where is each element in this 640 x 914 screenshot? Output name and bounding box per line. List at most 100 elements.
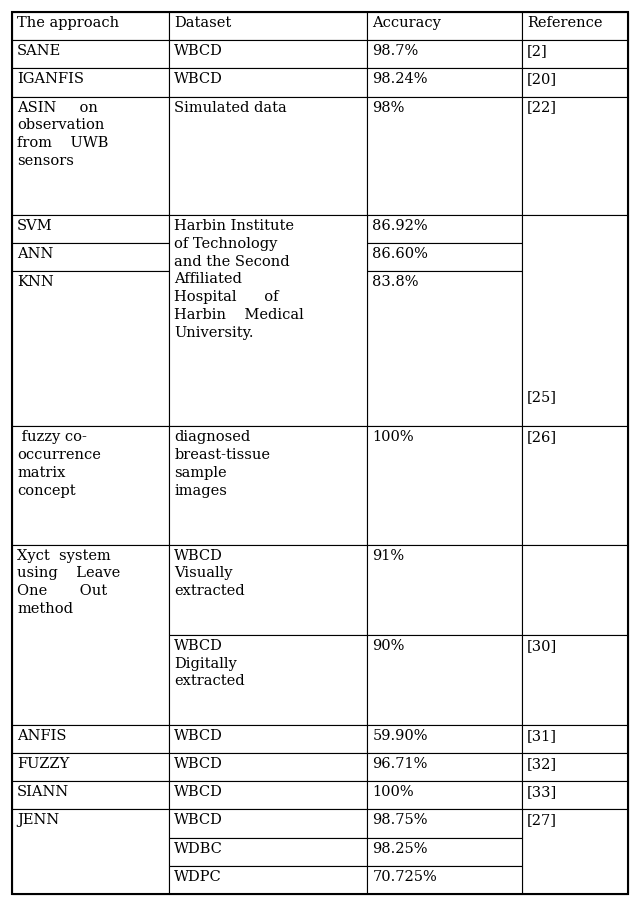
Text: 98.24%: 98.24% (372, 72, 428, 86)
Bar (367, 215, 522, 243)
Bar (367, 243, 522, 271)
Bar (170, 215, 367, 426)
Bar (522, 69, 628, 97)
Bar (170, 866, 367, 894)
Bar (367, 810, 522, 837)
Text: IGANFIS: IGANFIS (17, 72, 84, 86)
Text: fuzzy co-
occurrence
matrix
concept: fuzzy co- occurrence matrix concept (17, 430, 101, 498)
Text: Dataset: Dataset (174, 16, 232, 30)
Text: [20]: [20] (527, 72, 557, 86)
Bar (170, 97, 367, 215)
Bar (367, 97, 522, 215)
Text: 59.90%: 59.90% (372, 729, 428, 743)
Text: WDBC: WDBC (174, 842, 223, 856)
Text: The approach: The approach (17, 16, 119, 30)
Text: WBCD: WBCD (174, 729, 223, 743)
Bar (367, 866, 522, 894)
Text: WBCD: WBCD (174, 757, 223, 771)
Text: FUZZY: FUZZY (17, 757, 69, 771)
Bar (170, 426, 367, 545)
Text: [31]: [31] (527, 729, 557, 743)
Bar (367, 40, 522, 69)
Text: 100%: 100% (372, 430, 414, 444)
Text: WDPC: WDPC (174, 870, 222, 884)
Text: 98%: 98% (372, 101, 404, 114)
Bar (12, 40, 170, 69)
Text: [27]: [27] (527, 813, 557, 827)
Bar (12, 725, 170, 753)
Text: WBCD
Visually
extracted: WBCD Visually extracted (174, 548, 245, 599)
Bar (522, 97, 628, 215)
Bar (12, 12, 170, 40)
Bar (170, 545, 367, 634)
Bar (170, 837, 367, 866)
Bar (12, 69, 170, 97)
Bar (367, 753, 522, 781)
Bar (170, 69, 367, 97)
Bar (522, 40, 628, 69)
Bar (522, 810, 628, 894)
Bar (12, 781, 170, 810)
Bar (522, 753, 628, 781)
Text: 96.71%: 96.71% (372, 757, 428, 771)
Text: WBCD: WBCD (174, 44, 223, 58)
Bar (522, 545, 628, 634)
Text: [32]: [32] (527, 757, 557, 771)
Text: Accuracy: Accuracy (372, 16, 441, 30)
Text: WBCD
Digitally
extracted: WBCD Digitally extracted (174, 639, 245, 688)
Bar (522, 634, 628, 725)
Text: diagnosed
breast-tissue
sample
images: diagnosed breast-tissue sample images (174, 430, 270, 498)
Bar (367, 69, 522, 97)
Text: WBCD: WBCD (174, 785, 223, 799)
Text: [26]: [26] (527, 430, 557, 444)
Bar (170, 753, 367, 781)
Bar (12, 97, 170, 215)
Text: SVM: SVM (17, 218, 52, 233)
Bar (12, 753, 170, 781)
Bar (170, 810, 367, 837)
Bar (367, 725, 522, 753)
Text: 90%: 90% (372, 639, 404, 653)
Text: WBCD: WBCD (174, 813, 223, 827)
Bar (170, 781, 367, 810)
Bar (522, 12, 628, 40)
Text: 83.8%: 83.8% (372, 275, 419, 289)
Bar (12, 243, 170, 271)
Bar (170, 40, 367, 69)
Bar (12, 545, 170, 725)
Text: [33]: [33] (527, 785, 557, 799)
Bar (12, 426, 170, 545)
Bar (170, 725, 367, 753)
Text: [25]: [25] (527, 390, 557, 404)
Bar (367, 271, 522, 426)
Text: Reference: Reference (527, 16, 602, 30)
Text: 91%: 91% (372, 548, 404, 563)
Text: 98.7%: 98.7% (372, 44, 419, 58)
Text: ANFIS: ANFIS (17, 729, 67, 743)
Text: 98.75%: 98.75% (372, 813, 428, 827)
Bar (12, 810, 170, 894)
Bar (170, 634, 367, 725)
Text: [30]: [30] (527, 639, 557, 653)
Text: SANE: SANE (17, 44, 61, 58)
Bar (12, 271, 170, 426)
Bar (367, 12, 522, 40)
Text: ASIN     on
observation
from    UWB
sensors: ASIN on observation from UWB sensors (17, 101, 108, 168)
Bar (12, 215, 170, 243)
Text: Simulated data: Simulated data (174, 101, 287, 114)
Bar (367, 781, 522, 810)
Text: 98.25%: 98.25% (372, 842, 428, 856)
Bar (367, 545, 522, 634)
Text: KNN: KNN (17, 275, 54, 289)
Text: [22]: [22] (527, 101, 557, 114)
Text: Xyct  system
using    Leave
One       Out
method: Xyct system using Leave One Out method (17, 548, 120, 616)
Text: SIANN: SIANN (17, 785, 69, 799)
Text: 70.725%: 70.725% (372, 870, 437, 884)
Bar (522, 781, 628, 810)
Text: JENN: JENN (17, 813, 60, 827)
Bar (522, 426, 628, 545)
Bar (170, 12, 367, 40)
Text: Harbin Institute
of Technology
and the Second
Affiliated
Hospital      of
Harbin: Harbin Institute of Technology and the S… (174, 218, 304, 340)
Bar (522, 215, 628, 426)
Text: 86.60%: 86.60% (372, 247, 428, 261)
